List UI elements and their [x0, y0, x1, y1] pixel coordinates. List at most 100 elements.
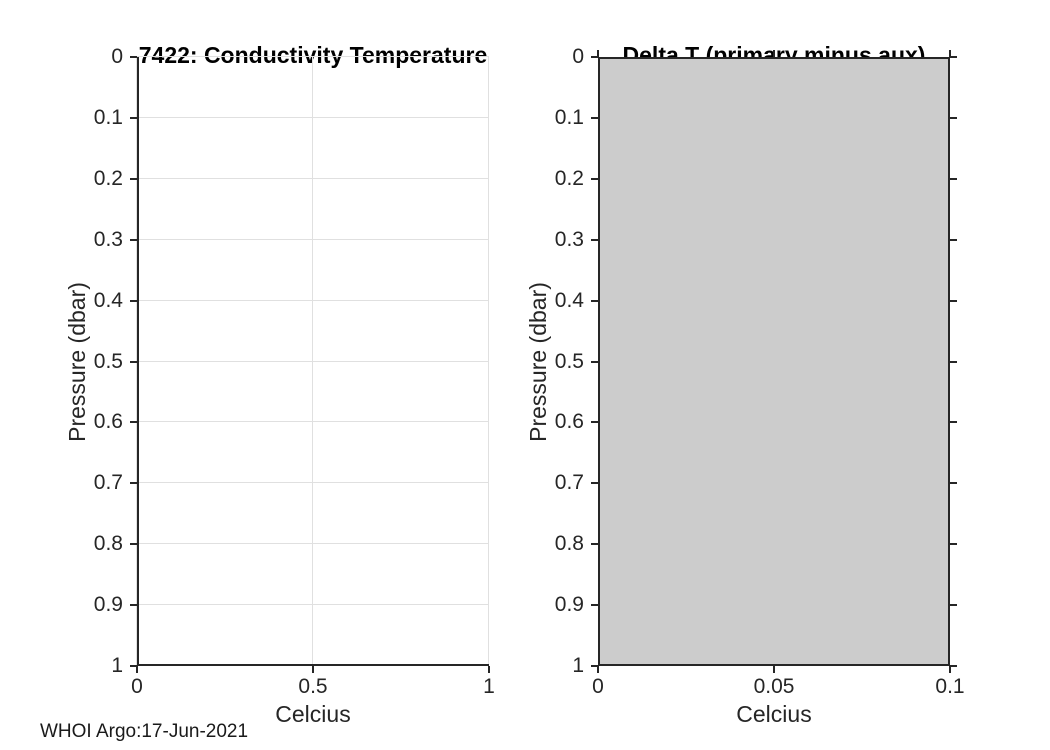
y-tick-mark-right — [950, 56, 957, 58]
y-tick-label: 0 — [111, 45, 123, 68]
y-tick-label: 0 — [572, 45, 584, 68]
x-tick-label: 0.5 — [298, 675, 328, 698]
x-tick-mark-top — [949, 50, 951, 57]
y-tick-mark-right — [950, 665, 957, 667]
plot-title: Delta T (primary minus aux) — [622, 42, 926, 69]
plot-title: 7422: Conductivity Temperature — [138, 42, 488, 69]
plot-area: 0 0.1 0.2 0.3 0.4 0.5 0.6 0.7 0.8 0.9 1 0 0.5 1 — [94, 45, 495, 698]
x-tick-label: 0.1 — [935, 675, 965, 698]
y-tick-mark — [130, 665, 137, 667]
y-tick-mark-right — [950, 178, 957, 180]
gridline-horizontal — [137, 482, 489, 483]
y-axis-spine — [598, 57, 600, 666]
x-axis-label: Celcius — [736, 701, 812, 727]
gridline-horizontal — [137, 665, 489, 666]
y-tick-label: 0.3 — [93, 228, 123, 251]
x-tick-mark — [597, 666, 599, 673]
y-tick-mark — [591, 117, 598, 119]
gridline-horizontal — [137, 117, 489, 118]
gridline-vertical — [136, 57, 137, 666]
y-tick-label: 1 — [572, 654, 584, 677]
y-axis-label: Pressure (dbar) — [64, 281, 90, 442]
right-spine — [948, 57, 950, 666]
y-tick-mark — [130, 482, 137, 484]
filled-data-region — [598, 57, 950, 666]
y-axis-spine — [137, 57, 139, 666]
gridline-horizontal — [137, 300, 489, 301]
gridline-horizontal — [137, 361, 489, 362]
plot-area: 0 0.1 0.2 0.3 0.4 0.5 0.6 0.7 0.8 0.9 1 0 0.05 0.1 — [555, 45, 965, 698]
x-axis-spine — [598, 664, 950, 666]
y-tick-label: 1 — [111, 654, 123, 677]
gridline-vertical — [312, 57, 313, 666]
y-tick-label: 0.9 — [93, 593, 123, 616]
y-tick-label: 0.2 — [554, 167, 584, 190]
y-tick-mark-right — [950, 300, 957, 302]
gridline-horizontal — [137, 543, 489, 544]
y-tick-mark — [591, 482, 598, 484]
y-tick-label: 0.6 — [93, 410, 123, 433]
gridline-vertical — [488, 57, 489, 666]
y-tick-label: 0.2 — [93, 167, 123, 190]
y-tick-label: 0.7 — [93, 471, 123, 494]
figure-date-note: WHOI Argo:17-Jun-2021 — [40, 721, 249, 742]
y-tick-label: 0.8 — [93, 532, 123, 555]
y-tick-mark — [130, 56, 137, 58]
y-tick-mark — [591, 665, 598, 667]
y-tick-mark — [591, 421, 598, 423]
y-tick-mark — [130, 604, 137, 606]
x-tick-mark — [488, 666, 490, 673]
y-tick-mark — [130, 421, 137, 423]
y-tick-label: 0.7 — [554, 471, 584, 494]
x-tick-mark — [949, 666, 951, 673]
y-tick-mark-right — [950, 361, 957, 363]
y-tick-label: 0.4 — [93, 289, 123, 312]
x-tick-label: 0 — [592, 675, 604, 698]
x-tick-label: 0 — [131, 675, 143, 698]
top-spine — [598, 57, 950, 59]
y-tick-mark-right — [950, 482, 957, 484]
y-tick-mark — [591, 604, 598, 606]
y-tick-mark — [130, 543, 137, 545]
y-tick-mark-right — [950, 543, 957, 545]
x-tick-mark-top — [597, 50, 599, 57]
y-tick-label: 0.1 — [93, 106, 123, 129]
y-tick-label: 0.5 — [554, 350, 584, 373]
y-tick-mark-right — [950, 421, 957, 423]
y-tick-label: 0.8 — [554, 532, 584, 555]
y-tick-mark — [591, 239, 598, 241]
y-tick-mark — [130, 178, 137, 180]
gridline-horizontal — [137, 421, 489, 422]
y-tick-mark-right — [950, 117, 957, 119]
gridline-horizontal — [137, 178, 489, 179]
y-tick-label: 0.4 — [554, 289, 584, 312]
y-tick-mark — [591, 56, 598, 58]
y-tick-mark — [130, 117, 137, 119]
x-tick-mark — [773, 666, 775, 673]
y-tick-label: 0.5 — [93, 350, 123, 373]
x-axis-spine — [137, 664, 489, 666]
y-tick-label: 0.6 — [554, 410, 584, 433]
x-tick-mark — [312, 666, 314, 673]
x-tick-mark-top — [773, 50, 775, 57]
y-tick-mark — [591, 543, 598, 545]
y-tick-mark-right — [950, 239, 957, 241]
y-tick-mark — [591, 300, 598, 302]
y-tick-mark — [130, 361, 137, 363]
x-tick-label: 1 — [483, 675, 495, 698]
gridline-horizontal — [137, 239, 489, 240]
y-tick-label: 0.9 — [554, 593, 584, 616]
y-tick-label: 0.3 — [554, 228, 584, 251]
gridline-horizontal — [137, 56, 489, 57]
y-tick-mark-right — [950, 604, 957, 606]
gridline-horizontal — [137, 604, 489, 605]
y-tick-mark — [130, 239, 137, 241]
y-tick-mark — [130, 300, 137, 302]
y-axis-label: Pressure (dbar) — [525, 281, 551, 442]
y-tick-mark — [591, 361, 598, 363]
x-tick-label: 0.05 — [753, 675, 795, 698]
y-tick-mark — [591, 178, 598, 180]
